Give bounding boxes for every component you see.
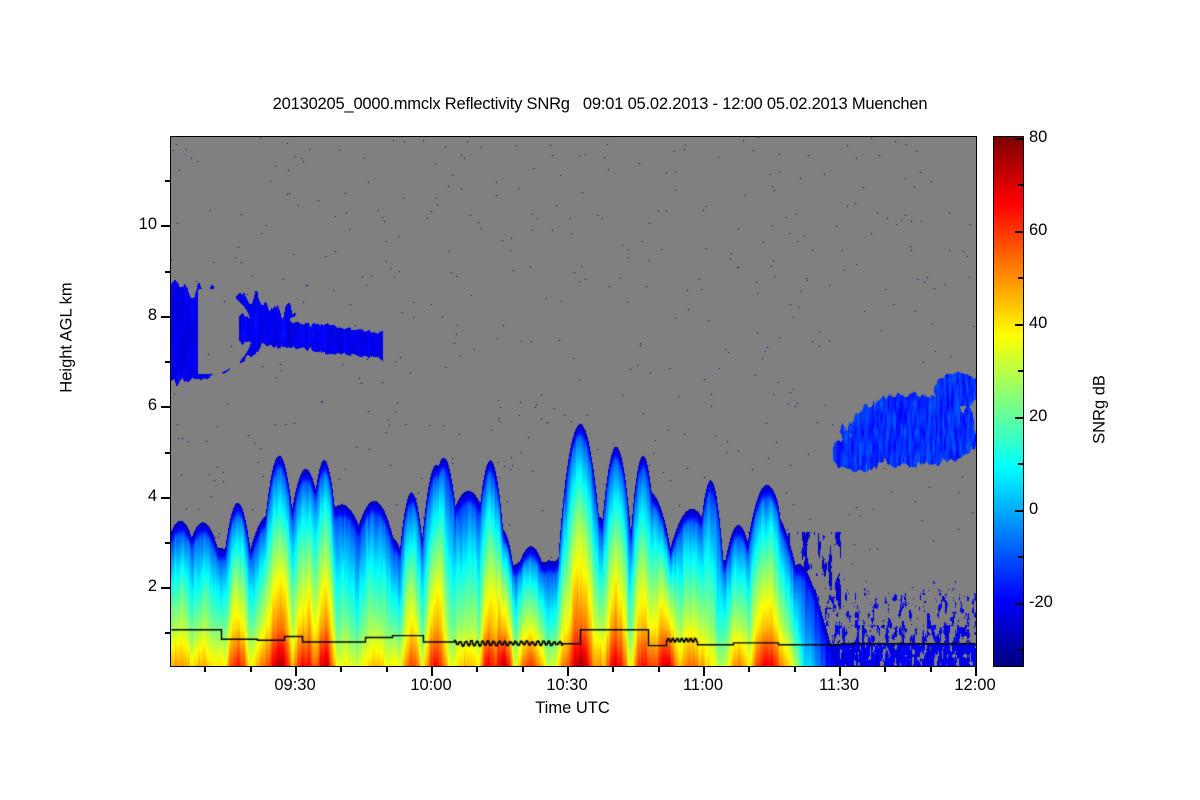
y-tick-minor-5 — [165, 452, 170, 454]
x-tick-1100 — [703, 667, 705, 676]
y-tick-label-10: 10 — [138, 215, 157, 233]
plot-area[interactable] — [170, 136, 977, 667]
y-tick-label-4: 4 — [147, 487, 157, 505]
x-tick-minor-1140 — [884, 667, 886, 672]
x-tick-minor-0940 — [340, 667, 342, 672]
cb-tick-label-20: 20 — [1029, 407, 1048, 425]
x-tick-label-1200: 12:00 — [954, 676, 996, 694]
x-tick-minor-1010 — [476, 667, 478, 672]
x-tick-minor-0920 — [250, 667, 252, 672]
y-tick-label-6: 6 — [147, 396, 157, 414]
x-tick-label-1030: 10:30 — [546, 676, 588, 694]
x-axis-title: Time UTC — [535, 699, 610, 717]
x-tick-1130 — [839, 667, 841, 676]
cb-tick-80 — [1015, 138, 1023, 140]
x-tick-minor-1020 — [522, 667, 524, 672]
y-axis-title: Height AGL km — [57, 282, 76, 393]
y-tick-6 — [161, 406, 170, 408]
cb-tick-40 — [1015, 324, 1023, 326]
x-tick-minor-0950 — [386, 667, 388, 672]
cb-tick-minor-minus30 — [1018, 649, 1023, 651]
x-tick-minor-1050 — [658, 667, 660, 672]
cb-tick-minus20 — [1015, 603, 1023, 605]
y-tick-minor-11 — [165, 180, 170, 182]
x-tick-0930 — [295, 667, 297, 676]
page-title: 20130205_0000.mmclx Reflectivity SNRg 09… — [272, 95, 928, 113]
x-tick-label-1130: 11:30 — [818, 676, 860, 694]
y-tick-4 — [161, 497, 170, 499]
colorbar-gradient — [994, 137, 1023, 666]
x-tick-minor-1120 — [794, 667, 796, 672]
cb-tick-minor-30 — [1018, 370, 1023, 372]
x-tick-label-1000: 10:00 — [410, 676, 452, 694]
cb-tick-label-40: 40 — [1029, 314, 1048, 332]
cb-tick-minor-50 — [1018, 277, 1023, 279]
y-tick-minor-9 — [165, 271, 170, 273]
cb-tick-label-minus20: -20 — [1029, 593, 1053, 611]
x-tick-label-0930: 09:30 — [274, 676, 316, 694]
cb-tick-minor-10 — [1018, 463, 1023, 465]
x-tick-minor-1040 — [612, 667, 614, 672]
cb-tick-60 — [1015, 231, 1023, 233]
cb-tick-minor-minus10 — [1018, 556, 1023, 558]
cb-tick-0 — [1015, 510, 1023, 512]
cb-tick-label-0: 0 — [1029, 500, 1039, 518]
y-tick-minor-1 — [165, 632, 170, 634]
reflectivity-heatmap — [171, 137, 976, 666]
y-tick-10 — [161, 225, 170, 227]
x-tick-minor-0910 — [204, 667, 206, 672]
y-tick-2 — [161, 587, 170, 589]
y-tick-label-2: 2 — [147, 577, 157, 595]
x-tick-label-1100: 11:00 — [682, 676, 724, 694]
x-tick-minor-1110 — [748, 667, 750, 672]
y-tick-label-8: 8 — [147, 306, 157, 324]
x-tick-1000 — [431, 667, 433, 676]
y-tick-minor-3 — [165, 542, 170, 544]
colorbar-title: SNRg dB — [1090, 375, 1109, 444]
cb-tick-minor-70 — [1018, 184, 1023, 186]
colorbar — [993, 136, 1024, 667]
y-tick-minor-7 — [165, 361, 170, 363]
x-tick-1030 — [567, 667, 569, 676]
x-tick-1200 — [975, 667, 977, 676]
cb-tick-label-60: 60 — [1029, 221, 1048, 239]
y-tick-8 — [161, 316, 170, 318]
cb-tick-label-80: 80 — [1029, 128, 1048, 146]
x-tick-minor-1150 — [930, 667, 932, 672]
cb-tick-20 — [1015, 417, 1023, 419]
